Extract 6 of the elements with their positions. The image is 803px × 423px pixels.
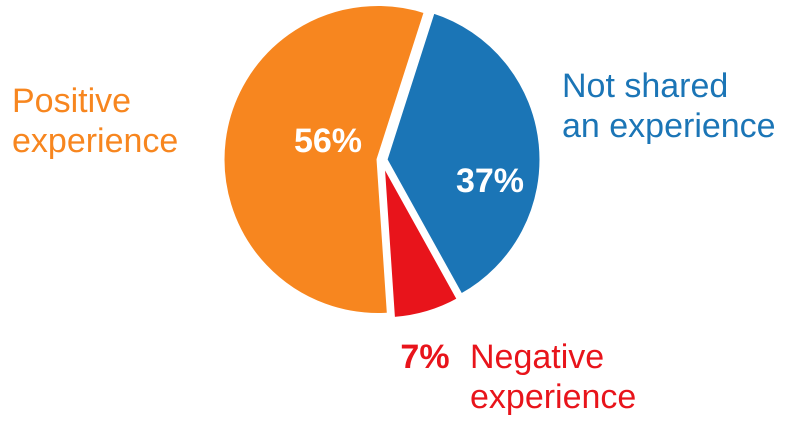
slice-label: Positive experience	[12, 82, 178, 160]
data-label: 56%	[294, 122, 362, 160]
data-label: 37%	[456, 162, 524, 200]
slice-label: Not shared an experience	[562, 67, 776, 145]
slice-label: Negative experience	[470, 338, 636, 416]
data-label: 7%	[400, 338, 450, 376]
